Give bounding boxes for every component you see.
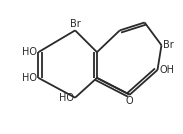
Text: Br: Br [70,19,81,29]
Text: HO: HO [23,73,38,83]
Text: Br: Br [163,40,174,50]
Text: OH: OH [159,65,174,75]
Text: HO: HO [59,93,74,103]
Text: HO: HO [23,47,38,57]
Text: O: O [126,96,134,106]
